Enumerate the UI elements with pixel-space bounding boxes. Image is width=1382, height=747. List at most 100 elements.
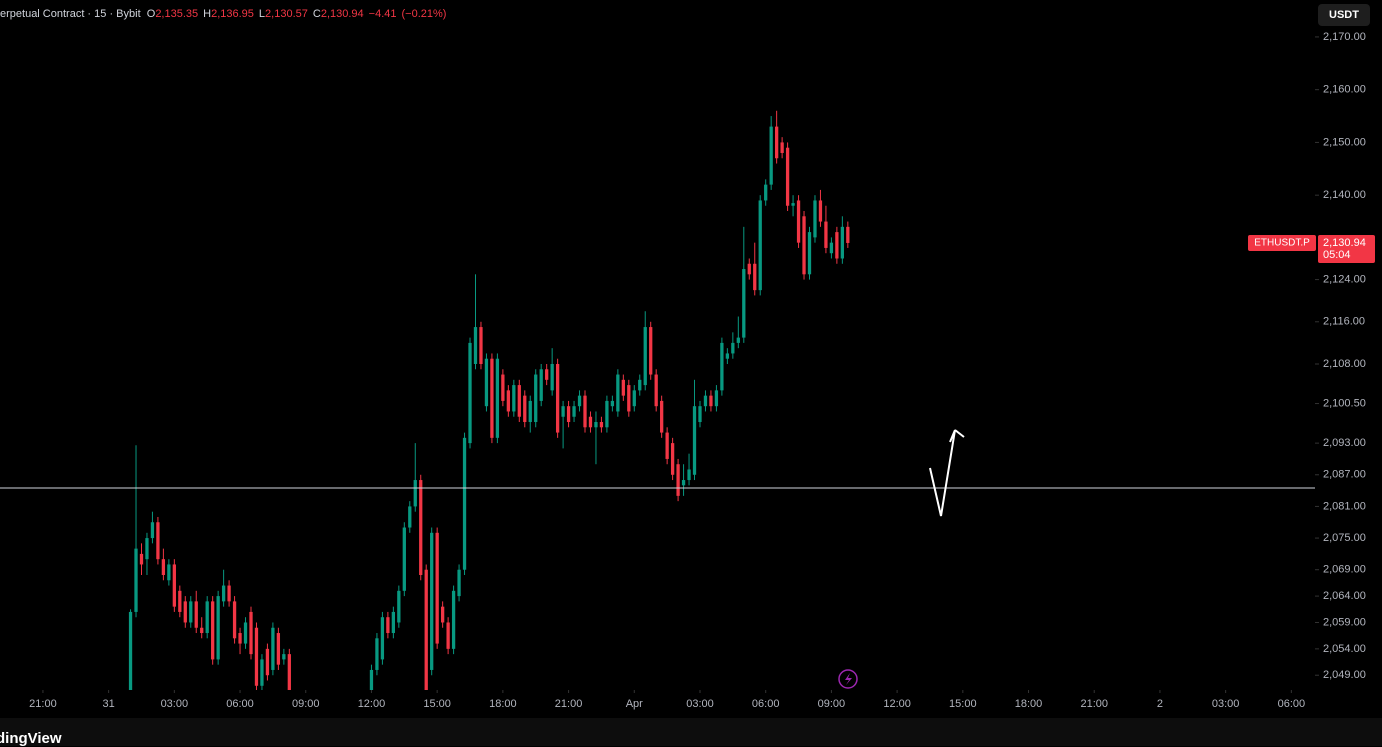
candle-body	[616, 374, 620, 412]
candle-body	[451, 590, 456, 649]
x-tick-label: 18:00	[1015, 698, 1043, 710]
candle-body	[545, 369, 549, 380]
y-tick-label: 2,069.00	[1323, 564, 1366, 576]
x-tick-label: 03:00	[686, 698, 714, 710]
chart: 2,049.00 2,054.00 2,059.00 2,064.00 2,069.00…	[0, 31, 1375, 710]
x-tick-label: 09:00	[818, 698, 846, 710]
candle-body	[583, 395, 587, 428]
candle-body	[818, 200, 823, 222]
candle-body	[758, 200, 762, 291]
candle-body	[260, 659, 264, 686]
candle-body	[621, 379, 625, 396]
candle-body	[221, 585, 226, 602]
plot-area	[0, 110, 1315, 690]
candle-body	[775, 126, 779, 159]
candle-body	[232, 601, 237, 639]
event-icon[interactable]	[838, 669, 858, 689]
candle-body	[665, 432, 669, 459]
candle-body	[145, 538, 149, 560]
candle-body	[566, 406, 571, 423]
candle-body	[764, 184, 768, 201]
candle-body	[506, 390, 510, 412]
candle-body	[539, 369, 543, 401]
candle-body	[397, 590, 401, 623]
currency-button[interactable]: USDT	[1318, 4, 1370, 26]
y-tick-label: 2,087.00	[1323, 469, 1366, 481]
y-tick-label: 2,140.00	[1323, 189, 1366, 201]
candle-body	[720, 342, 724, 391]
candle-body	[178, 590, 182, 612]
x-tick-label: 06:00	[1278, 698, 1306, 710]
candle-body	[139, 553, 144, 565]
candle-body	[813, 200, 817, 238]
last-price-label: 2,130.94	[1323, 237, 1366, 249]
candle-body	[462, 437, 467, 570]
drawn-arrow-head	[954, 429, 965, 438]
candle-body	[128, 611, 133, 690]
candle-body	[167, 564, 171, 581]
candle-body	[747, 263, 751, 275]
x-tick-label: 12:00	[883, 698, 911, 710]
candle-body	[512, 385, 516, 412]
candle-body	[692, 406, 697, 475]
event-bolt	[845, 673, 852, 685]
candle-body	[703, 395, 708, 407]
candle-body	[194, 601, 198, 628]
candle-body	[254, 627, 259, 686]
candle-body	[468, 342, 472, 444]
y-tick-label: 2,064.00	[1323, 590, 1366, 602]
change-pct: (−0.21%)	[401, 8, 447, 20]
axes: 2,049.00 2,054.00 2,059.00 2,064.00 2,069.00…	[29, 31, 1375, 710]
candle-body	[282, 654, 286, 660]
y-tick-label: 2,170.00	[1323, 31, 1366, 43]
candle-body	[577, 395, 582, 407]
candle-body	[807, 232, 812, 275]
candle-body	[725, 353, 730, 359]
x-tick-label: 18:00	[489, 698, 517, 710]
candle-body	[408, 506, 412, 528]
candle-body	[534, 374, 538, 423]
candle-body	[495, 358, 500, 438]
y-tick-label: 2,150.00	[1323, 136, 1366, 148]
candle-body	[824, 221, 828, 248]
drawn-arrow	[929, 429, 956, 517]
candle-body	[840, 226, 844, 259]
candle-body	[528, 400, 532, 423]
candle-body	[742, 269, 746, 338]
y-tick-label: 2,093.00	[1323, 437, 1366, 449]
c-key: C	[312, 8, 321, 20]
candle-body	[588, 416, 593, 428]
y-tick-label: 2,124.00	[1323, 273, 1366, 285]
candle-body	[249, 611, 253, 655]
candle-body	[369, 669, 374, 690]
candle-body	[243, 622, 248, 644]
candle-body	[802, 216, 806, 275]
y-tick-label: 2,160.00	[1323, 84, 1366, 96]
candle-body	[276, 633, 281, 665]
candle-body	[572, 406, 576, 417]
candle-body	[610, 400, 615, 407]
candle-body	[419, 480, 423, 575]
y-tick-label: 2,116.00	[1323, 316, 1365, 328]
candle-body	[791, 203, 795, 206]
candle-body	[386, 617, 390, 634]
candle-body	[430, 532, 434, 670]
candle-body	[599, 422, 604, 428]
x-tick-label: 03:00	[161, 698, 189, 710]
candle-body	[561, 406, 565, 417]
candle-body	[205, 601, 209, 634]
y-tick-label: 2,075.00	[1323, 532, 1366, 544]
candle-body	[731, 342, 735, 354]
candle-body	[698, 406, 702, 423]
candle-body	[265, 648, 270, 676]
x-tick-label: 06:00	[752, 698, 780, 710]
candle-body	[835, 232, 839, 259]
candle-body	[271, 627, 275, 670]
x-tick-label: 06:00	[226, 698, 254, 710]
last-price-bg	[1318, 234, 1375, 263]
candle-body	[660, 400, 664, 433]
candle-body	[523, 395, 527, 423]
candle-body	[380, 617, 385, 660]
x-tick-label: 21:00	[1080, 698, 1108, 710]
